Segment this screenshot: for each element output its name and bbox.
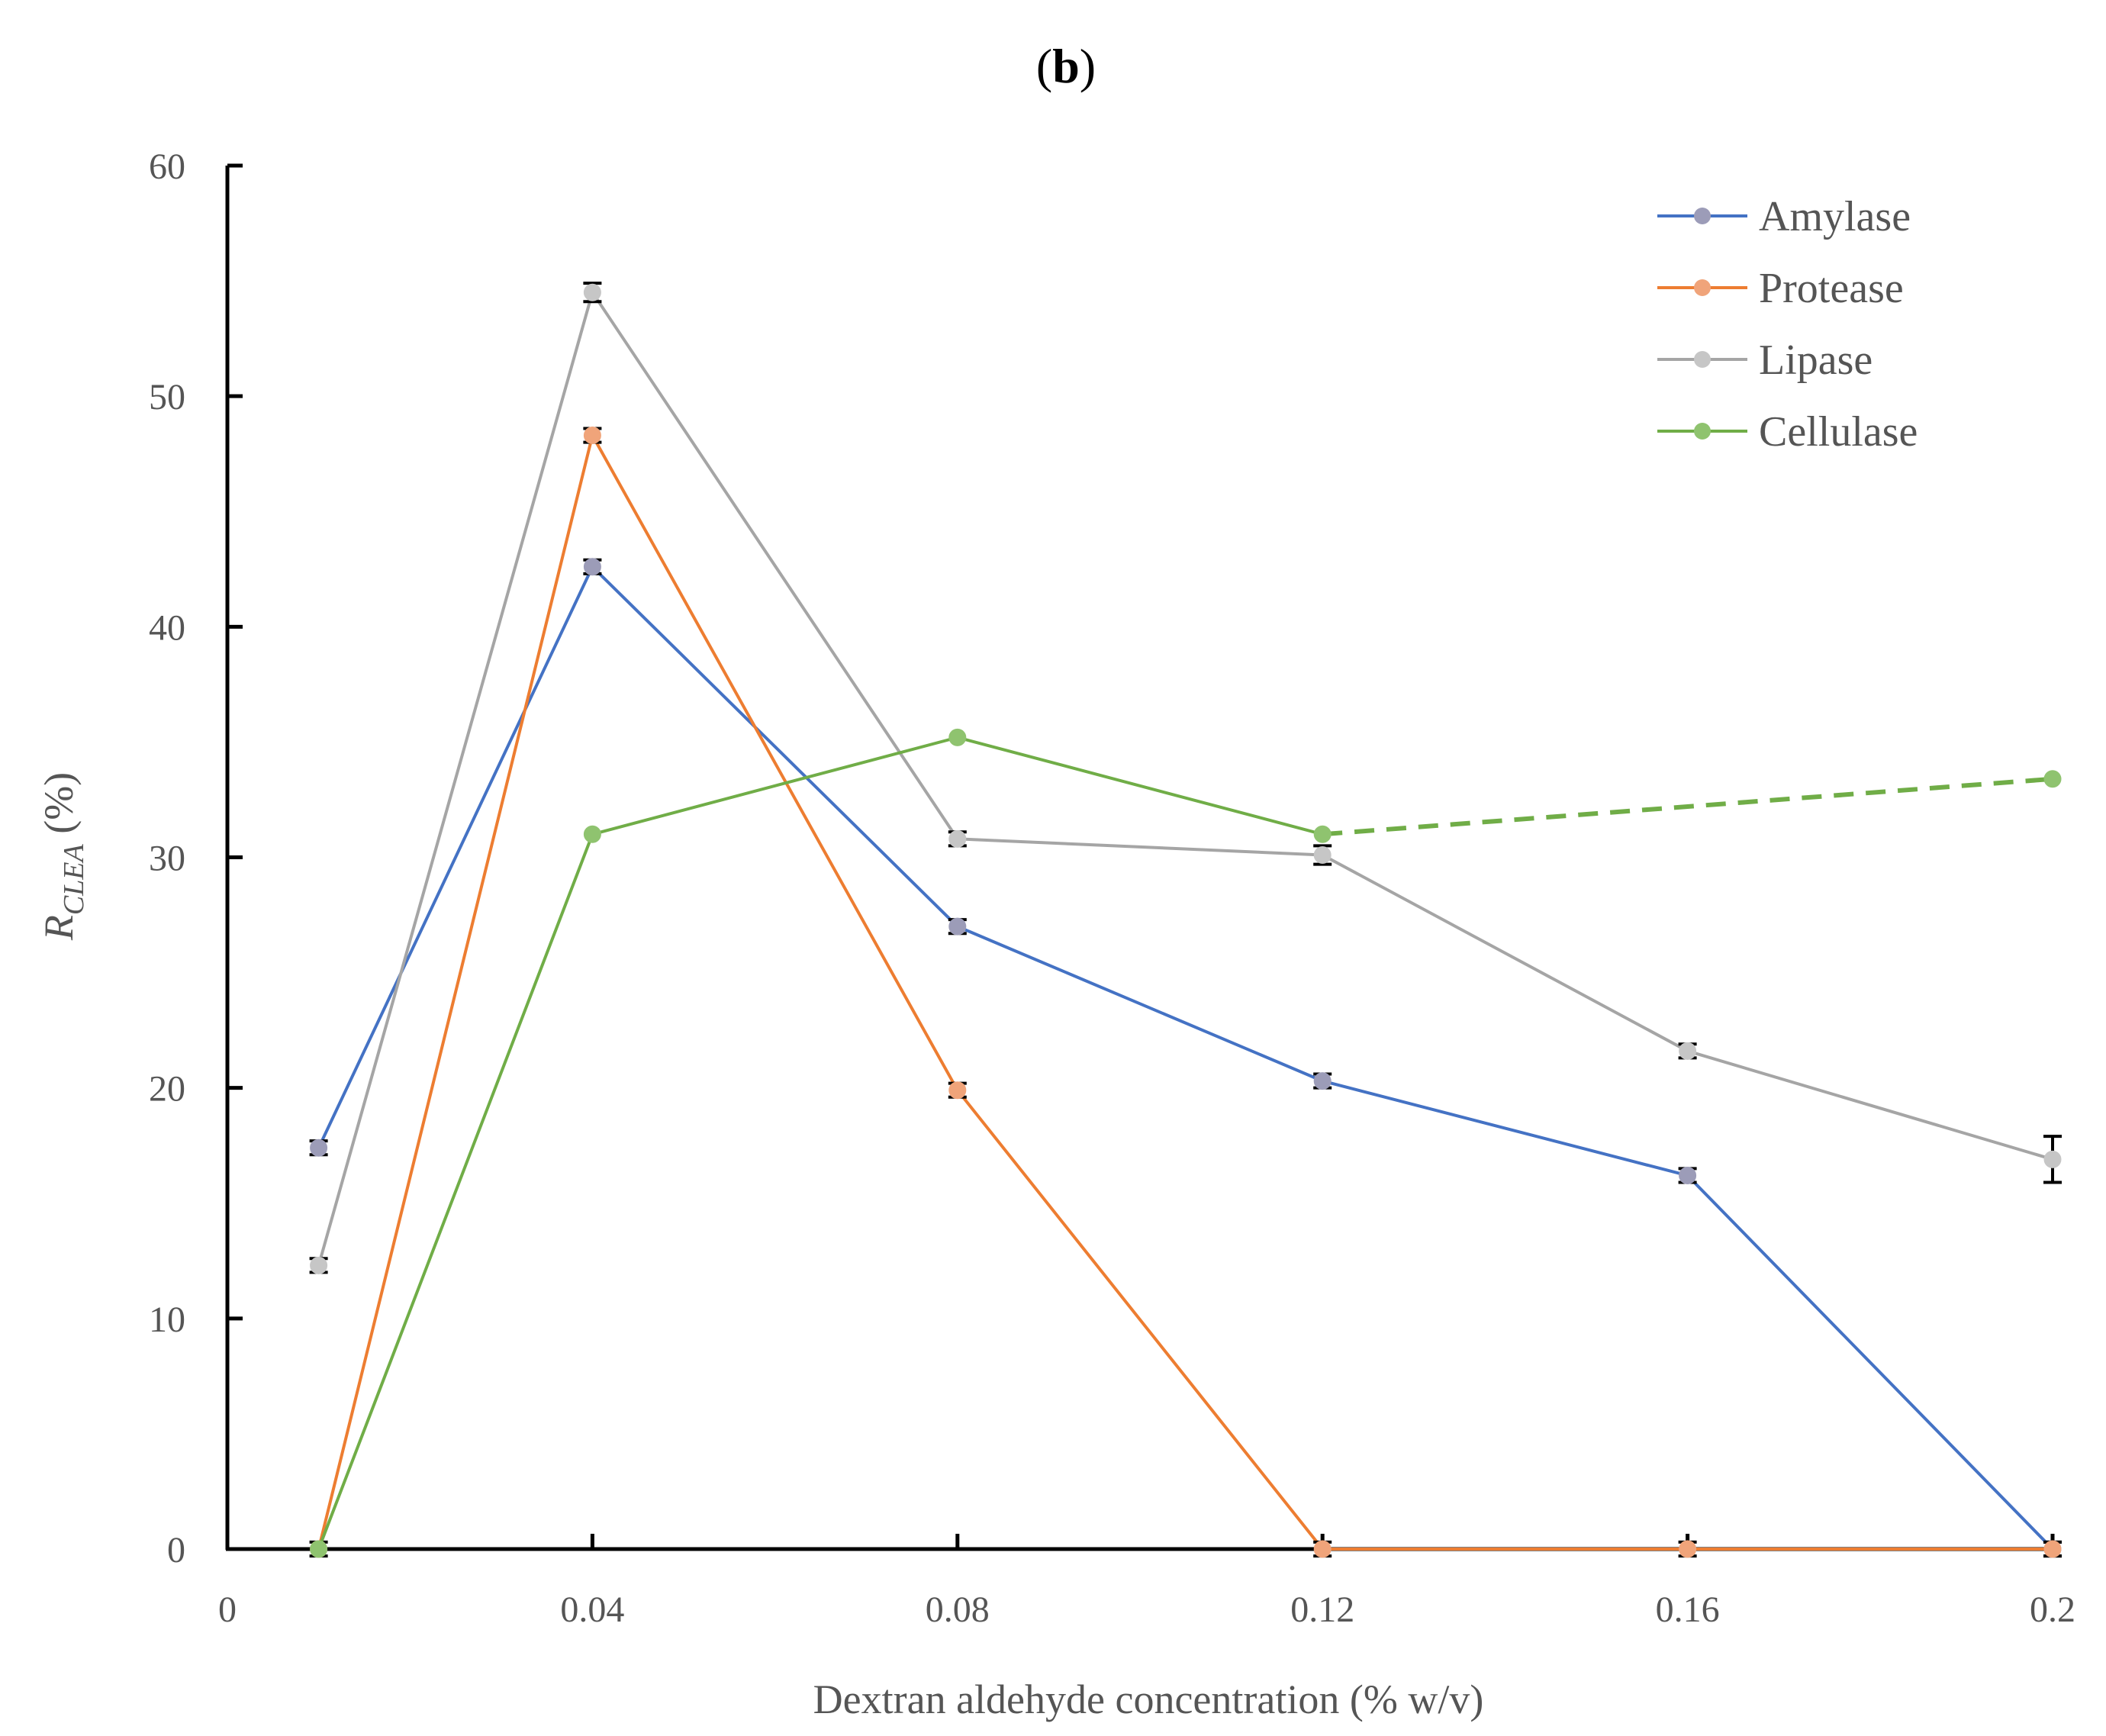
legend-item-amylase: Amylase (1657, 193, 1911, 240)
data-point-lipase (948, 829, 967, 848)
data-point-cellulase (583, 825, 601, 843)
y-tick-label: 20 (149, 1069, 185, 1110)
legend-marker-lipase (1694, 351, 1711, 368)
legend-item-protease: Protease (1657, 265, 1904, 312)
data-point-amylase (948, 917, 967, 936)
data-point-lipase (583, 283, 601, 301)
data-point-cellulase (948, 728, 967, 746)
legend: Amylase Protease Lipase Cellulase (1657, 193, 1918, 456)
y-tick-label: 40 (149, 607, 185, 648)
data-point-amylase (1679, 1166, 1697, 1184)
data-point-protease (1679, 1540, 1697, 1558)
x-tick-label: 0.04 (560, 1589, 624, 1630)
legend-label-protease: Protease (1759, 265, 1904, 312)
x-axis-title: Dextran aldehyde concentration (% w/v) (813, 1676, 1484, 1722)
series-line-lipase (317, 291, 2053, 1266)
data-point-lipase (310, 1256, 328, 1274)
y-tick-label: 50 (149, 377, 185, 417)
y-axis-title: RCLEA (%) (36, 772, 90, 941)
data-point-cellulase (2043, 770, 2062, 788)
data-point-cellulase (310, 1540, 328, 1558)
x-tick-label: 0.12 (1290, 1589, 1354, 1630)
y-tick-label: 60 (149, 147, 185, 187)
legend-item-cellulase: Cellulase (1657, 408, 1918, 456)
data-point-lipase (1679, 1042, 1697, 1060)
series-amylase (309, 558, 2062, 1558)
legend-marker-cellulase (1694, 423, 1711, 440)
data-point-protease (2043, 1540, 2062, 1558)
legend-item-lipase: Lipase (1657, 337, 1873, 384)
series-line-cellulase (317, 736, 1323, 1550)
y-tick-label: 10 (149, 1300, 185, 1340)
x-tick-label: 0.2 (2030, 1589, 2075, 1630)
axes: 0 10 20 30 40 50 60 0 0.04 0.08 0.12 0.16 0.2 (149, 147, 2075, 1630)
data-point-amylase (583, 558, 601, 576)
series-line-dashed-cellulase (1322, 776, 2053, 837)
series-line-amylase (317, 565, 2054, 1551)
x-tick-label: 0 (218, 1589, 237, 1630)
series-cellulase (310, 728, 2062, 1558)
data-point-protease (583, 427, 601, 445)
series-layer (309, 282, 2062, 1558)
series-protease (309, 427, 2062, 1558)
series-lipase (309, 282, 2062, 1274)
y-tick-label: 30 (149, 839, 185, 879)
data-point-protease (948, 1081, 967, 1100)
data-point-protease (1313, 1540, 1332, 1558)
x-tick-label: 0.08 (926, 1589, 990, 1630)
legend-label-lipase: Lipase (1759, 337, 1873, 384)
x-tick-label: 0.16 (1656, 1589, 1720, 1630)
data-point-lipase (2043, 1150, 2062, 1168)
y-tick-label: 0 (167, 1530, 185, 1570)
legend-label-cellulase: Cellulase (1759, 408, 1918, 456)
data-point-cellulase (1313, 825, 1332, 843)
data-point-amylase (310, 1139, 328, 1157)
data-point-amylase (1313, 1072, 1332, 1090)
legend-label-amylase: Amylase (1759, 193, 1911, 240)
series-line-protease (317, 433, 2053, 1551)
legend-marker-protease (1694, 279, 1711, 296)
legend-marker-amylase (1694, 208, 1711, 224)
data-point-lipase (1313, 845, 1332, 864)
panel-label: (b) (1036, 39, 1096, 93)
